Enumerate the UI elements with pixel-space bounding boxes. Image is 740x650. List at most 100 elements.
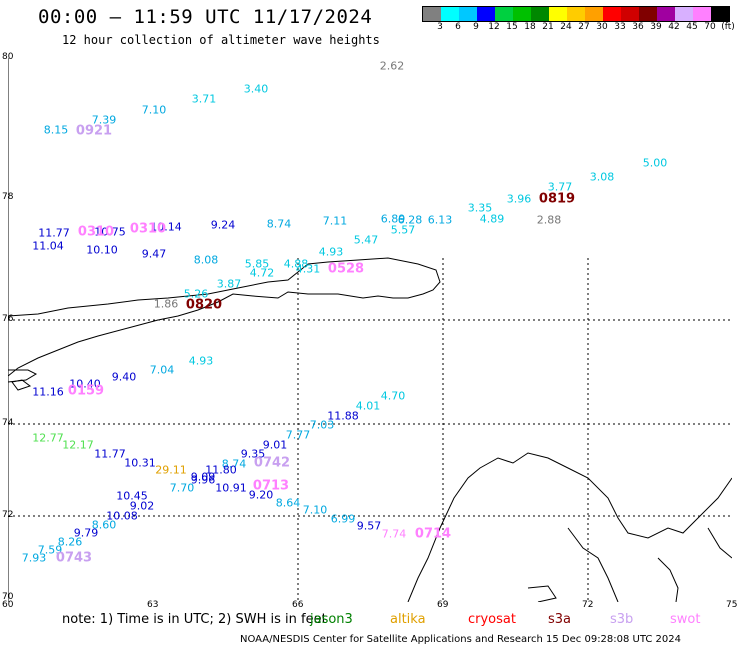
wave-height-label: 8.64 [275, 496, 301, 510]
legend-label: 36 [632, 22, 644, 32]
legend-label: 33 [614, 22, 626, 32]
coastline-map [8, 58, 732, 602]
wave-height-label: 9.24 [210, 218, 236, 232]
coast-fragment-c [707, 527, 732, 559]
legend-label: 30 [596, 22, 608, 32]
pass-time-label: 0528 [327, 261, 365, 277]
longitude-label: 75 [726, 600, 738, 610]
longitude-label: 60 [2, 600, 14, 610]
legend-swatch [657, 7, 675, 21]
latitude-label: 72 [2, 510, 14, 520]
wave-height-label: 4.31 [295, 262, 321, 276]
coast-fragment-a [567, 527, 619, 602]
wave-height-label: 7.04 [149, 363, 175, 377]
satellite-legend-swot: swot [670, 612, 701, 627]
legend-label: (ft) [721, 22, 735, 32]
legend-swatch [639, 7, 657, 21]
satellite-legend-cryosat: cryosat [468, 612, 516, 627]
longitude-label: 66 [292, 600, 304, 610]
wave-height-label: 3.77 [547, 180, 573, 194]
wave-height-label: 6.89 [380, 212, 406, 226]
wave-height-label: 6.13 [427, 213, 453, 227]
longitude-label: 72 [582, 600, 594, 610]
legend-label: 15 [506, 22, 518, 32]
legend-swatch [513, 7, 531, 21]
latitude-label: 78 [2, 192, 14, 202]
pass-time-label: 0310 [77, 224, 115, 240]
wave-height-label: 12.17 [62, 438, 94, 452]
wave-height-label: 4.01 [355, 399, 381, 413]
color-scale-legend [422, 6, 730, 22]
legend-swatch [675, 7, 693, 21]
legend-swatch [711, 7, 729, 21]
legend-label: 24 [560, 22, 572, 32]
wave-height-label: 7.39 [91, 113, 117, 127]
pass-time-label: 0159 [67, 383, 105, 399]
legend-label: 42 [668, 22, 680, 32]
wave-height-label: 9.40 [111, 370, 137, 384]
latitude-label: 76 [2, 314, 14, 324]
latitude-label: 70 [2, 592, 14, 602]
pass-time-label: 0743 [55, 550, 93, 566]
coast-fragment-d [527, 585, 557, 602]
wave-height-label: 3.71 [191, 92, 217, 106]
svalbard-coastline [8, 257, 441, 377]
legend-label: 9 [473, 22, 479, 32]
wave-height-label: 8.60 [91, 518, 117, 532]
wave-height-label: 9.01 [262, 438, 288, 452]
satellite-legend-s3a: s3a [548, 612, 572, 627]
wave-height-label: 2.88 [536, 213, 562, 227]
wave-height-label: 9.35 [240, 447, 266, 461]
legend-label: 3 [437, 22, 443, 32]
wave-height-label: 9.09 [190, 470, 216, 484]
wave-height-label: 8.74 [221, 457, 247, 471]
wave-height-label: 11.16 [32, 385, 64, 399]
pass-time-label: 0310 [129, 221, 167, 237]
legend-label: 12 [488, 22, 500, 32]
legend-label: 39 [650, 22, 662, 32]
wave-height-map: 80 78 76 74 72 70 60 63 66 69 72 75 2.62 3.40 3.71 7.… [2, 52, 737, 610]
legend-swatch [531, 7, 549, 21]
legend-swatch [459, 7, 477, 21]
wave-height-label: 4.93 [188, 354, 214, 368]
wave-height-label: 8.15 [43, 123, 69, 137]
satellite-legend-s3b: s3b [610, 612, 634, 627]
satellite-legend-altika: altika [390, 612, 426, 627]
legend-swatch [477, 7, 495, 21]
islands-west [11, 379, 32, 391]
page-subtitle: 12 hour collection of altimeter wave hei… [62, 33, 380, 47]
pass-time-label: 0921 [75, 123, 113, 139]
wave-height-label: 10.75 [94, 225, 126, 239]
wave-height-label: 8.26 [57, 535, 83, 549]
wave-height-label: 9.20 [248, 488, 274, 502]
wave-height-label: 7.93 [21, 551, 47, 565]
wave-height-label: 5.00 [642, 156, 668, 170]
pass-time-label: 0713 [252, 478, 290, 494]
wave-height-label: 8.74 [266, 217, 292, 231]
wave-height-label: 11.77 [94, 447, 126, 461]
wave-height-label: 9.47 [141, 247, 167, 261]
wave-height-label: 1.86 [153, 297, 179, 311]
legend-swatch [495, 7, 513, 21]
wave-height-label: 6.99 [330, 512, 356, 526]
color-scale-labels: 3 6 9 12 15 18 21 24 27 30 33 36 39 42 45 70 (ft) [422, 22, 735, 34]
coast-fragment-b [657, 557, 679, 602]
legend-swatch [603, 7, 621, 21]
wave-height-label: 7.70 [169, 481, 195, 495]
novaya-zemlya-coastline [407, 452, 732, 602]
wave-height-label: 2.62 [379, 59, 405, 73]
legend-swatch [423, 7, 441, 21]
wave-height-label: 3.87 [216, 277, 242, 291]
footer-note: note: 1) Time is in UTC; 2) SWH is in fe… [62, 612, 327, 627]
pass-time-label: 0742 [253, 455, 291, 471]
legend-swatch [693, 7, 711, 21]
latitude-label: 74 [2, 418, 14, 428]
longitude-label: 63 [147, 600, 159, 610]
legend-label: 45 [686, 22, 698, 32]
pass-time-label: 0820 [185, 297, 223, 313]
wave-height-label: 8.08 [193, 253, 219, 267]
wave-height-label: 4.89 [479, 212, 505, 226]
legend-label: 70 [704, 22, 716, 32]
wave-height-label: 11.80 [205, 463, 237, 477]
credit-line: NOAA/NESDIS Center for Satellite Applica… [240, 634, 682, 645]
